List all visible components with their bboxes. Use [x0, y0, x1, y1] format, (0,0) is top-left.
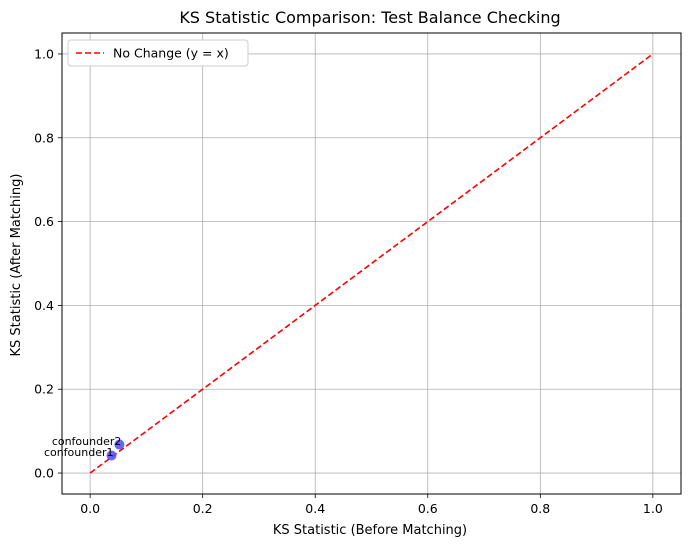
y-tick-label: 1.0 — [34, 46, 54, 61]
reference-line-layer — [89, 53, 654, 474]
data-point-label: confounder1 — [44, 446, 114, 459]
x-axis-label: KS Statistic (Before Matching) — [273, 523, 467, 538]
data-point-label: confounder2 — [52, 435, 122, 448]
x-tick-label: 0.0 — [80, 501, 100, 516]
legend-label: No Change (y = x) — [113, 46, 229, 61]
plot-area-frame — [61, 32, 682, 495]
x-axis-ticks: 0.0 0.2 0.4 0.6 0.8 1.0 — [80, 494, 663, 516]
reference-line — [89, 53, 654, 474]
y-axis-label: KS Statistic (After Matching) — [9, 174, 24, 357]
y-axis-ticks: 0.0 0.2 0.4 0.6 0.8 1.0 — [34, 46, 62, 481]
legend-box — [67, 39, 249, 67]
x-tick-label: 0.8 — [530, 501, 550, 516]
data-point — [114, 439, 125, 450]
y-tick-label: 0.4 — [34, 298, 54, 313]
y-tick-label: 0.6 — [34, 214, 54, 229]
y-tick-label: 0.0 — [34, 466, 54, 481]
y-tick-label: 0.2 — [34, 382, 54, 397]
x-tick-label: 0.4 — [305, 501, 325, 516]
chart-title: KS Statistic Comparison: Test Balance Ch… — [179, 8, 560, 27]
x-tick-label: 0.2 — [193, 501, 213, 516]
y-tick-label: 0.8 — [34, 130, 54, 145]
x-tick-label: 1.0 — [643, 501, 663, 516]
x-tick-label: 0.6 — [418, 501, 438, 516]
legend: No Change (y = x) — [67, 39, 249, 67]
data-point — [106, 450, 117, 461]
